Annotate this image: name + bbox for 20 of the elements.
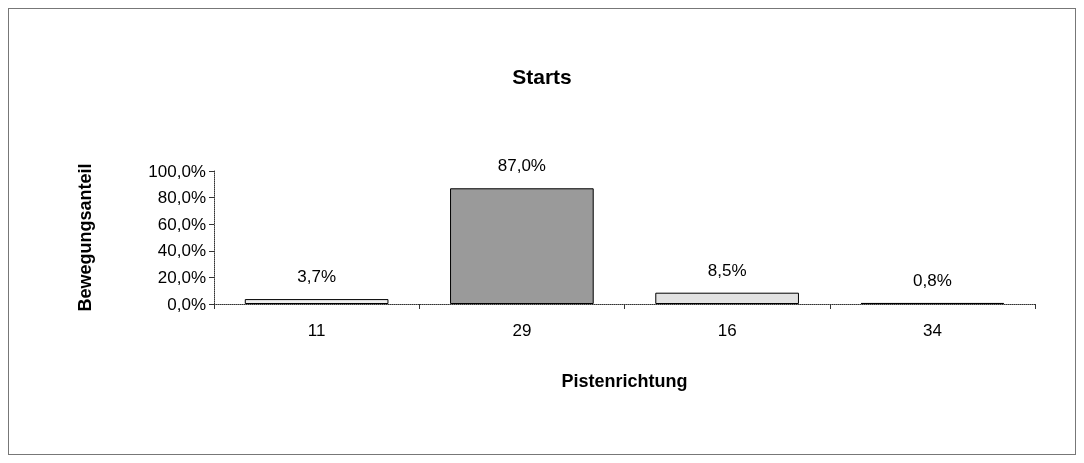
data-label: 0,8% [913, 270, 952, 290]
y-tick-label: 100,0% [148, 161, 206, 181]
x-tick-label: 29 [512, 321, 532, 340]
x-tick-label: 34 [922, 321, 942, 340]
y-tick-label: 0,0% [167, 294, 206, 314]
chart-title: Starts [512, 65, 572, 88]
data-label: 87,0% [497, 156, 546, 176]
x-axis-title: Pistenrichtung [561, 371, 688, 391]
y-tick-label: 40,0% [157, 241, 206, 261]
x-tick-label: 11 [307, 321, 326, 340]
y-axis-title: Bewegungsanteil [75, 163, 95, 312]
data-label: 8,5% [707, 260, 747, 280]
y-tick-label: 60,0% [157, 214, 206, 234]
data-label: 3,7% [297, 267, 336, 287]
bar [655, 292, 799, 304]
bar [244, 299, 389, 304]
y-tick-label: 20,0% [157, 267, 206, 287]
x-tick-label: 16 [717, 321, 737, 340]
bar [450, 188, 594, 304]
y-tick-label: 80,0% [157, 188, 206, 208]
